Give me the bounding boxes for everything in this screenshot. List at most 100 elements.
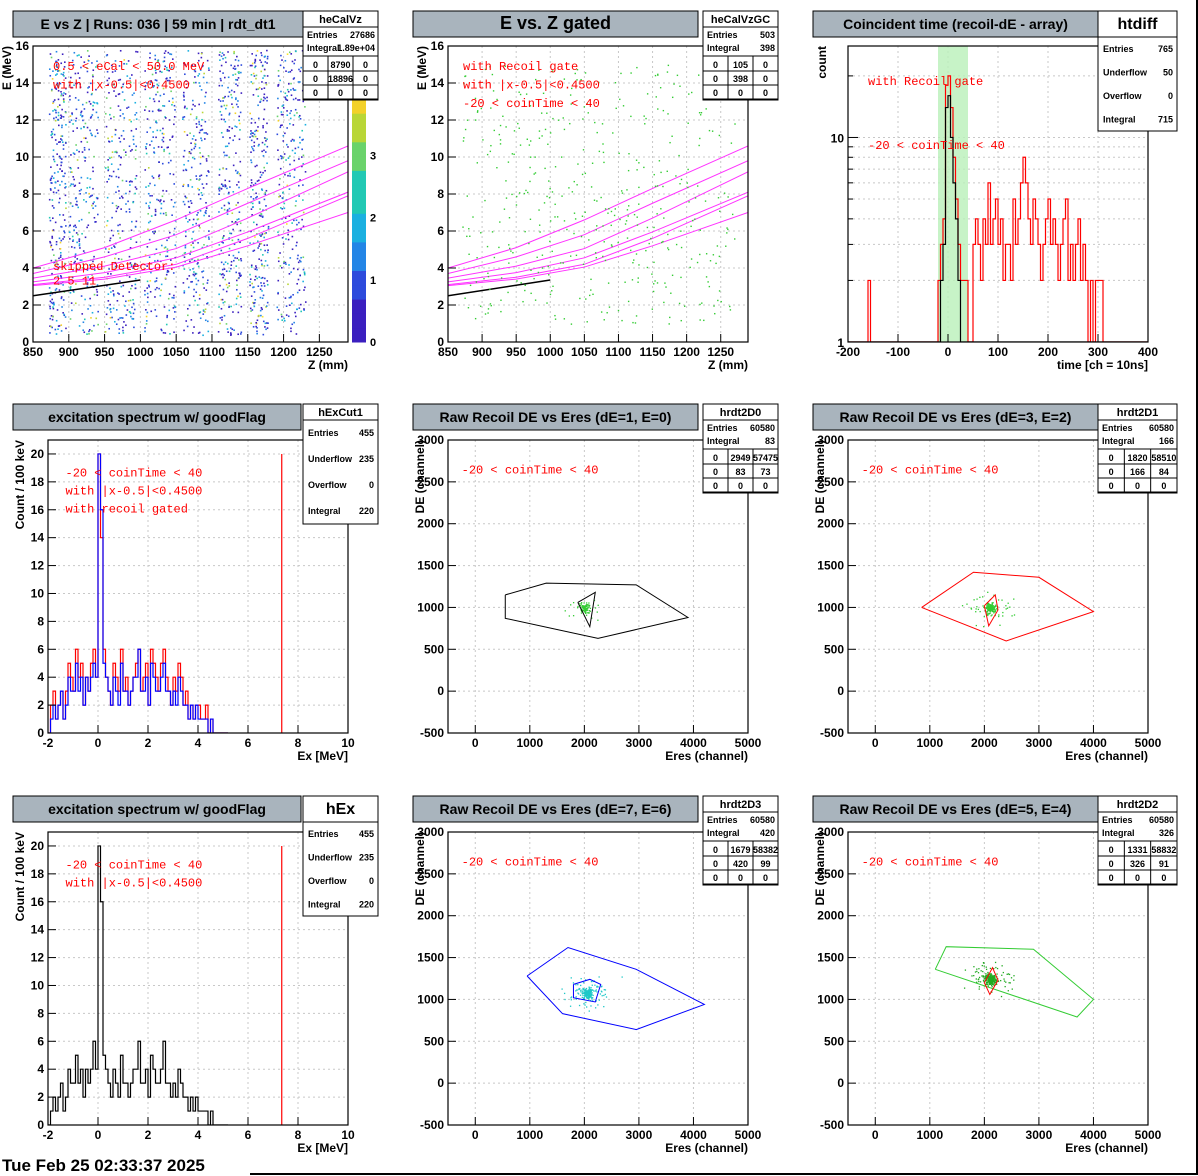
data-point	[979, 981, 982, 983]
heatmap-cell	[83, 199, 85, 201]
heatmap-cell	[57, 98, 60, 101]
data-point	[671, 135, 673, 137]
heatmap-cell	[146, 265, 148, 267]
heatmap-cell	[169, 333, 171, 335]
heatmap-cell	[251, 64, 253, 67]
stats-cell: 1331	[1127, 845, 1147, 855]
heatmap-cell	[228, 156, 231, 159]
data-point	[570, 103, 572, 105]
heatmap-cell	[183, 329, 185, 332]
heatmap-cell	[226, 286, 229, 289]
heatmap-cell	[231, 239, 234, 242]
heatmap-cell	[68, 231, 71, 234]
heatmap-cell	[182, 169, 185, 172]
heatmap-cell	[277, 158, 280, 161]
heatmap-cell	[130, 287, 132, 290]
data-point	[975, 611, 977, 613]
heatmap-cell	[55, 241, 58, 243]
data-point	[662, 185, 664, 188]
plot-frame	[847, 439, 1149, 734]
y-tick-label: 2500	[817, 867, 844, 881]
data-point	[544, 128, 547, 131]
heatmap-cell	[190, 319, 193, 321]
heatmap-cell	[49, 188, 52, 190]
heatmap-cell	[49, 178, 52, 181]
heatmap-cell	[201, 270, 203, 273]
heatmap-cell	[302, 256, 305, 259]
heatmap-cell	[88, 86, 90, 88]
stats-name: hrdt2D0	[720, 407, 762, 419]
heatmap-cell	[253, 145, 256, 147]
heatmap-cell	[256, 180, 259, 182]
heatmap-cell	[127, 200, 129, 203]
heatmap-cell	[224, 179, 227, 182]
data-point	[992, 976, 994, 978]
heatmap-cell	[296, 112, 298, 114]
heatmap-cell	[287, 283, 289, 286]
heatmap-cell	[144, 254, 147, 256]
heatmap-cell	[86, 141, 89, 143]
heatmap-cell	[184, 168, 187, 171]
heatmap-cell	[293, 176, 296, 179]
data-point	[528, 242, 530, 245]
data-point	[503, 208, 506, 210]
y-tick-label: 4	[37, 670, 44, 684]
heatmap-cell	[256, 50, 259, 52]
data-point	[987, 591, 989, 593]
stats-cell: 0	[738, 873, 743, 883]
data-point	[580, 990, 582, 992]
heatmap-cell	[134, 262, 136, 265]
data-point	[539, 231, 541, 233]
y-tick-label: 0	[437, 335, 444, 349]
data-point	[582, 997, 585, 999]
data-point	[982, 975, 984, 977]
heatmap-cell	[166, 255, 169, 257]
heatmap-cell	[227, 86, 229, 89]
x-axis-label: Ex [MeV]	[297, 749, 348, 763]
data-point	[585, 604, 587, 606]
heatmap-cell	[64, 172, 66, 175]
heatmap-cell	[250, 133, 252, 135]
data-point	[593, 990, 595, 992]
data-point	[658, 160, 661, 162]
heatmap-cell	[129, 77, 131, 80]
data-point	[987, 604, 990, 606]
data-point	[585, 614, 588, 616]
heatmap-cell	[69, 121, 71, 123]
heatmap-cell	[253, 133, 256, 136]
heatmap-cell	[221, 184, 224, 186]
heatmap-cell	[108, 77, 110, 80]
heatmap-cell	[182, 94, 185, 97]
heatmap-cell	[295, 50, 297, 53]
heatmap-cell	[230, 64, 232, 67]
heatmap-cell	[167, 297, 170, 300]
data-point	[584, 211, 586, 213]
heatmap-cell	[60, 135, 63, 137]
heatmap-cell	[293, 62, 296, 65]
data-point	[574, 218, 577, 220]
x-tick-label: 3000	[626, 1128, 653, 1142]
data-point	[635, 315, 638, 317]
data-point	[991, 604, 993, 606]
heatmap-cell	[51, 292, 54, 295]
heatmap-cell	[237, 171, 239, 173]
heatmap-cell	[123, 117, 126, 119]
heatmap-cell	[218, 306, 220, 308]
heatmap-cell	[86, 282, 89, 284]
data-point	[988, 976, 990, 979]
heatmap-cell	[251, 62, 254, 65]
heatmap-cell	[218, 186, 221, 189]
heatmap-cell	[196, 263, 199, 265]
heatmap-cell	[121, 197, 124, 199]
data-point	[575, 984, 577, 986]
heatmap-cell	[154, 230, 156, 233]
heatmap-cell	[251, 282, 253, 285]
data-point	[990, 609, 993, 611]
data-point	[528, 144, 531, 146]
heatmap-cell	[263, 149, 265, 152]
heatmap-cell	[60, 330, 63, 332]
data-point	[993, 607, 996, 609]
heatmap-cell	[298, 158, 300, 160]
y-tick-label: 2000	[817, 517, 844, 531]
